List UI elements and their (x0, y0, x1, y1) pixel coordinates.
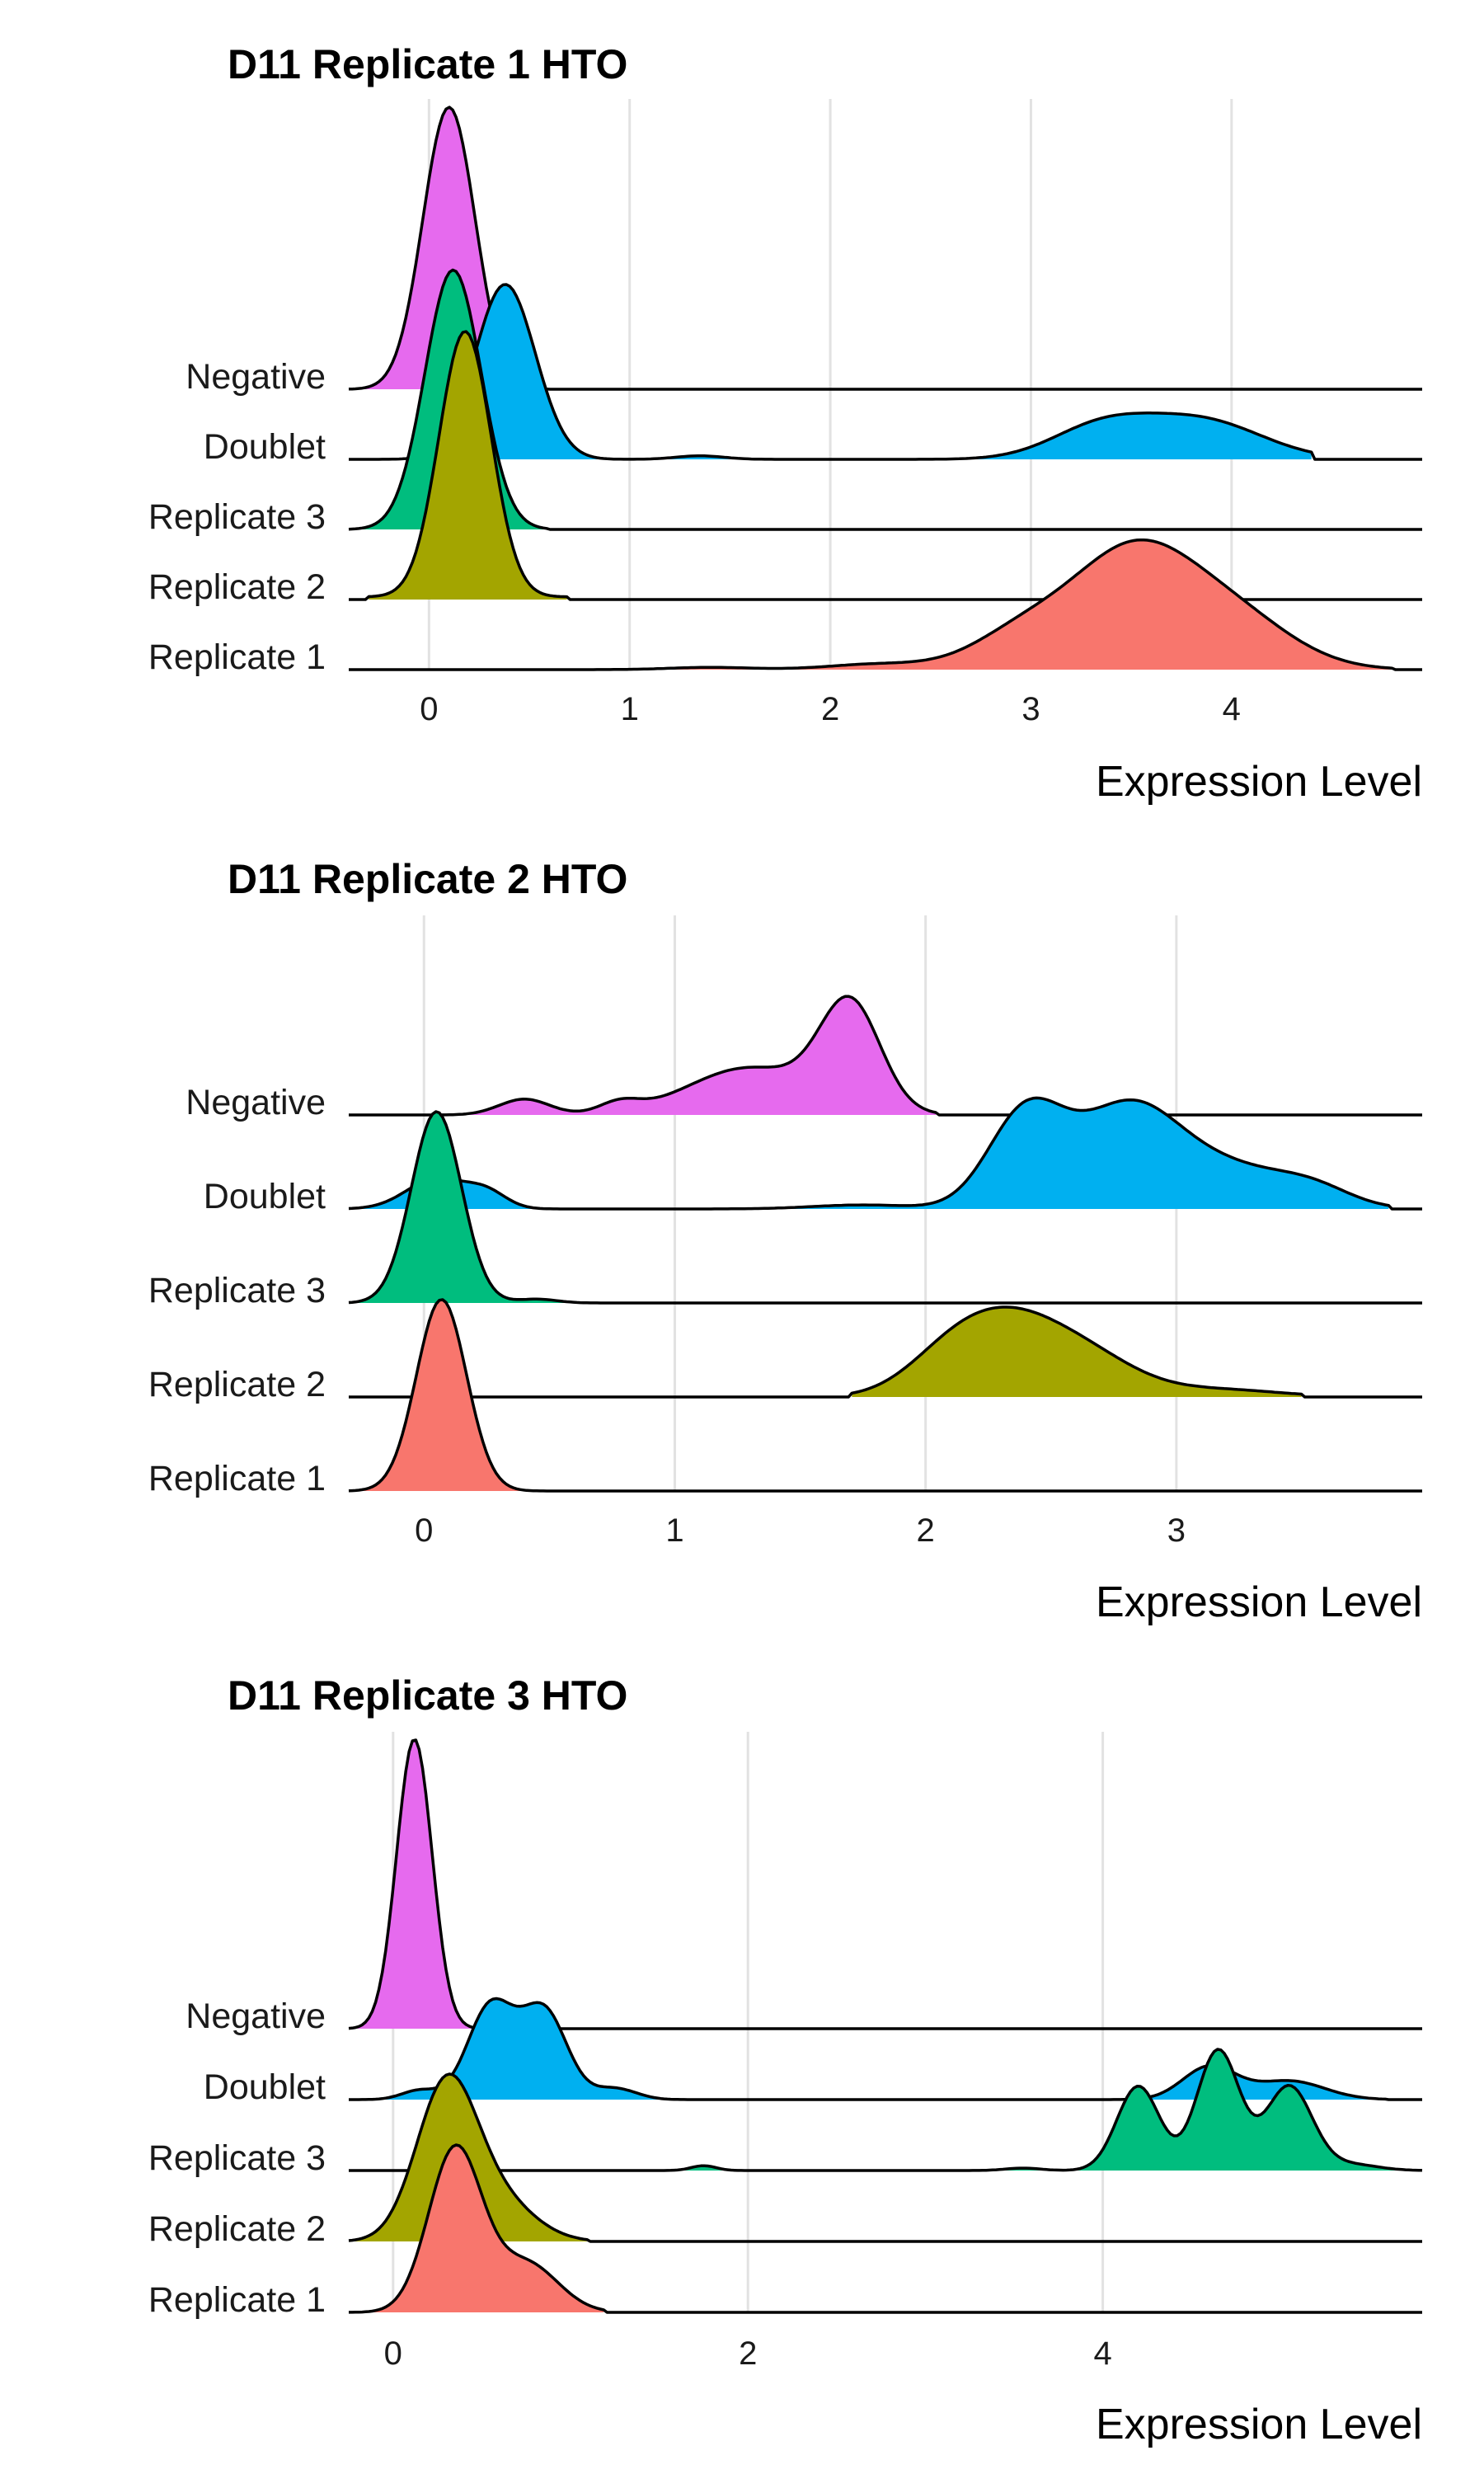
x-tick-label: 0 (420, 691, 438, 727)
ridge-fill-replicate-3 (349, 1112, 598, 1303)
ridge-fill-replicate-1 (349, 539, 1392, 670)
ridge-line-negative (348, 1738, 1422, 2030)
ridge-line-replicate-3 (348, 268, 1422, 531)
x-tick-label: 3 (1021, 691, 1040, 727)
ridge-line-replicate-2 (349, 1305, 1422, 1399)
x-tick-label: 2 (739, 2335, 757, 2372)
row-label-negative: Negative (186, 1083, 326, 1122)
x-axis-label: Expression Level (1096, 758, 1422, 806)
ridge-line-replicate-1 (349, 2143, 1422, 2314)
ridge-fill-negative (349, 1740, 517, 2029)
ridge-line-replicate-1 (349, 538, 1422, 671)
ridge-line-replicate-2 (348, 2072, 1422, 2243)
x-tick-label: 1 (665, 1512, 683, 1549)
ridge-fill-replicate-1 (349, 1300, 574, 1491)
ridge-line-replicate-1 (348, 1298, 1422, 1493)
x-tick-label: 2 (917, 1512, 935, 1549)
x-axis-label: Expression Level (1096, 2401, 1422, 2448)
x-tick-label: 0 (415, 1512, 433, 1549)
x-tick-label: 3 (1167, 1512, 1186, 1549)
x-tick-label: 0 (384, 2335, 402, 2372)
ridgeline-panel-3: D11 Replicate 3 HTO Negative Doublet Replic… (148, 1672, 1423, 2448)
ridge-line-doublet (348, 1096, 1422, 1211)
chart-title: D11 Replicate 3 HTO (228, 1672, 627, 1719)
ridge-fill-negative (349, 107, 547, 389)
x-tick-label: 2 (821, 691, 839, 727)
row-label-replicate-3: Replicate 3 (148, 2138, 326, 2178)
row-label-negative: Negative (186, 1997, 326, 2036)
row-label-doublet: Doublet (204, 427, 326, 467)
row-label-replicate-3: Replicate 3 (148, 1271, 326, 1310)
ridge-fill-replicate-3 (349, 2049, 1422, 2171)
chart-title: D11 Replicate 1 HTO (228, 41, 627, 87)
row-label-replicate-2: Replicate 2 (148, 2209, 326, 2249)
ridge-line-doublet (349, 1997, 1422, 2101)
row-label-replicate-1: Replicate 1 (148, 1459, 326, 1498)
row-label-negative: Negative (186, 357, 326, 397)
ridge-fill-doublet (349, 1098, 1389, 1209)
x-tick-label: 1 (621, 691, 639, 727)
row-label-doublet: Doublet (204, 1177, 326, 1216)
row-label-replicate-3: Replicate 3 (148, 497, 326, 537)
ridge-line-replicate-3 (348, 1110, 1422, 1305)
row-label-doublet: Doublet (204, 2067, 326, 2107)
ridge-fill-replicate-2 (369, 332, 567, 600)
x-tick-label: 4 (1223, 691, 1241, 727)
ridge-fill-negative (349, 996, 936, 1115)
x-axis-label: Expression Level (1096, 1578, 1422, 1626)
row-label-replicate-1: Replicate 1 (148, 637, 326, 677)
ridge-fill-replicate-2 (852, 1307, 1302, 1397)
row-label-replicate-2: Replicate 2 (148, 567, 326, 607)
ridgeline-panel-1: D11 Replicate 1 HTO Negative Doublet Replic… (148, 41, 1422, 806)
x-tick-label: 4 (1094, 2335, 1112, 2372)
ridgeline-panel-2: D11 Replicate 2 HTO Negative Doublet Replic… (148, 856, 1422, 1626)
row-label-replicate-2: Replicate 2 (148, 1365, 326, 1404)
row-label-replicate-1: Replicate 1 (148, 2280, 326, 2320)
chart-title: D11 Replicate 2 HTO (228, 856, 627, 902)
ridge-line-negative (349, 995, 1422, 1117)
ridge-line-doublet (349, 283, 1422, 461)
ridge-line-replicate-3 (349, 2048, 1423, 2172)
